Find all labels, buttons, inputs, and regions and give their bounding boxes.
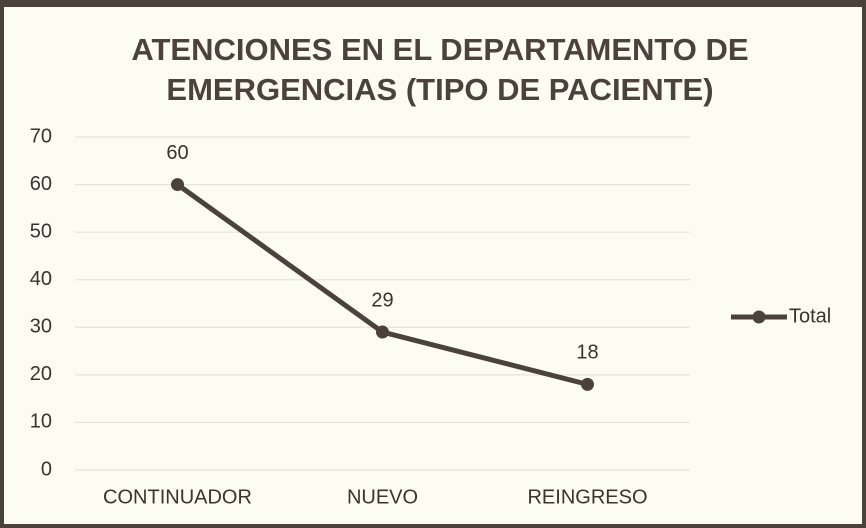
- y-tick-label: 30: [30, 316, 52, 338]
- data-point: [171, 178, 184, 192]
- x-tick-label: CONTINUADOR: [103, 486, 252, 508]
- y-tick-label: 10: [30, 411, 52, 433]
- chart-title: ATENCIONES EN EL DEPARTAMENTO DE EMERGEN…: [131, 32, 749, 107]
- legend-marker: [752, 310, 766, 324]
- x-tick-label: REINGRESO: [527, 486, 647, 508]
- x-tick-label: NUEVO: [347, 486, 418, 508]
- series-line: [176, 182, 589, 387]
- y-tick-label: 50: [30, 220, 52, 242]
- y-tick-label: 70: [30, 125, 52, 147]
- y-tick-label: 60: [30, 173, 52, 195]
- data-point: [581, 377, 594, 391]
- y-tick-label: 40: [30, 268, 52, 290]
- data-point: [376, 325, 389, 339]
- legend-label: Total: [789, 305, 831, 327]
- y-tick-label: 20: [30, 363, 52, 385]
- data-label: 18: [576, 342, 598, 364]
- data-label: 29: [371, 289, 393, 311]
- data-label: 60: [166, 142, 188, 164]
- y-tick-label: 0: [41, 458, 52, 480]
